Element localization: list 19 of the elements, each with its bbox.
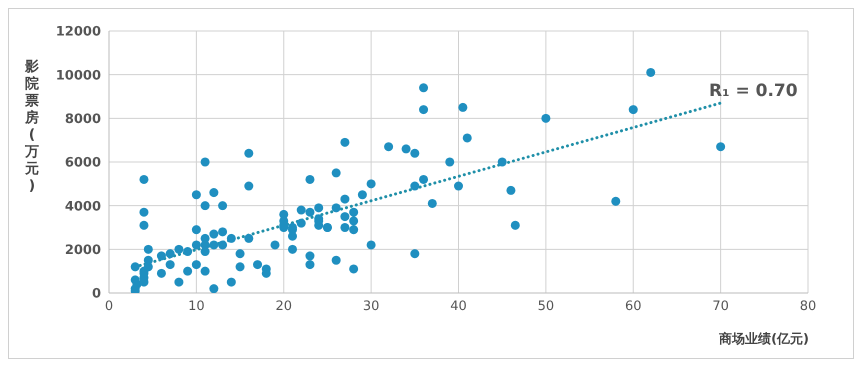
x-tick-label: 50 [538,299,554,314]
x-tick-label: 20 [275,299,292,314]
y-tick-label: 0 [92,286,101,302]
x-tick-label: 10 [188,299,205,314]
x-tick-label: 0 [104,299,114,314]
y-tick-label: 2000 [64,242,101,258]
x-axis-title: 商场业绩(亿元) [719,330,809,348]
y-axis-title: 影院票房(万元) [24,59,40,195]
y-tick-label: 12000 [56,24,101,40]
y-tick-label: 4000 [64,199,101,214]
y-tick-label: 6000 [64,156,101,171]
x-tick-label: 80 [800,299,816,314]
x-tick-label: 60 [624,299,642,314]
x-tick-label: 70 [712,299,729,314]
y-tick-label: 10000 [56,68,101,84]
annotation: R₁ = 0.70 [709,81,798,101]
x-tick-label: 30 [362,299,380,314]
y-tick-label: 8000 [64,112,101,127]
x-tick-label: 40 [450,299,467,314]
